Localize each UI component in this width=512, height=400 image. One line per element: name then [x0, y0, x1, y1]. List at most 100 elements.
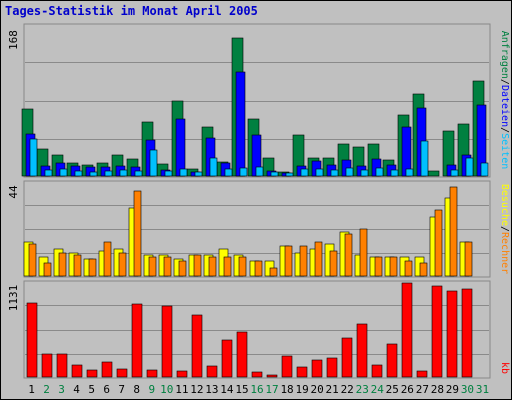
right-label-part: kb	[499, 362, 510, 374]
x-tick-label-day-19: 19	[295, 383, 308, 396]
bar-kb-day-17	[266, 374, 278, 378]
bar-kb-day-15	[236, 331, 248, 378]
right-label-part: Besuche	[499, 184, 510, 226]
x-tick-label-day-17: 17	[265, 383, 278, 396]
bar-rechner-day-24	[374, 256, 383, 277]
x-tick-label-day-18: 18	[280, 383, 293, 396]
bar-seiten-day-27	[420, 140, 429, 177]
x-tick-label-day-11: 11	[175, 383, 188, 396]
bar-dateien-day-26	[401, 126, 412, 177]
right-label-kb: kb	[499, 362, 510, 374]
bar-rechner-day-5	[88, 258, 97, 277]
right-label-part: Dateien	[499, 85, 510, 127]
x-tick-label-day-8: 8	[133, 383, 140, 396]
bar-kb-day-11	[176, 370, 188, 378]
bar-seiten-day-19	[300, 168, 309, 177]
bar-seiten-day-21	[330, 169, 339, 177]
bar-dateien-day-11	[175, 118, 186, 177]
right-label-besuche-rechner: Besuche/Rechner	[499, 184, 510, 274]
x-tick-label-day-20: 20	[311, 383, 324, 396]
right-label-part: Seiten	[499, 133, 510, 169]
bar-rechner-day-7	[118, 252, 127, 277]
bar-rechner-day-4	[73, 254, 82, 277]
bar-seiten-day-25	[390, 169, 399, 177]
panel-middle-bars	[23, 186, 473, 277]
right-label-part: /	[499, 226, 510, 232]
x-tick-label-day-24: 24	[371, 383, 385, 396]
bar-kb-day-20	[311, 359, 323, 378]
x-tick-label-day-13: 13	[205, 383, 218, 396]
bar-seiten-day-3	[59, 168, 68, 177]
bar-seiten-day-16	[255, 166, 264, 177]
bar-kb-day-16	[251, 371, 263, 378]
bar-rechner-day-3	[58, 252, 67, 277]
bar-rechner-day-13	[208, 256, 217, 277]
bar-anfragen-day-28	[427, 170, 440, 177]
bar-kb-day-7	[116, 368, 128, 378]
bar-rechner-day-15	[238, 256, 247, 277]
bar-seiten-day-30	[465, 157, 474, 177]
bar-seiten-day-13	[209, 157, 218, 177]
bar-kb-day-1	[26, 302, 38, 378]
bar-rechner-day-23	[359, 228, 368, 277]
bar-rechner-day-9	[148, 256, 157, 277]
bar-kb-day-9	[146, 369, 158, 378]
bar-seiten-day-29	[450, 169, 459, 177]
right-label-part: Rechner	[499, 232, 510, 274]
x-tick-label-day-10: 10	[160, 383, 173, 396]
bar-kb-day-2	[41, 353, 53, 378]
x-tick-label-day-21: 21	[326, 383, 339, 396]
bar-rechner-day-10	[163, 256, 172, 277]
x-tick-label-day-16: 16	[250, 383, 263, 396]
bar-seiten-day-8	[134, 170, 143, 177]
x-tick-label-day-5: 5	[88, 383, 95, 396]
x-tick-label-day-15: 15	[235, 383, 248, 396]
bar-kb-day-22	[341, 337, 353, 378]
x-tick-label-day-27: 27	[416, 383, 429, 396]
bar-rechner-day-17	[269, 267, 278, 277]
bar-seiten-day-31	[480, 162, 489, 177]
x-tick-label-day-6: 6	[103, 383, 110, 396]
x-tick-label-day-30: 30	[461, 383, 474, 396]
bar-kb-day-5	[86, 369, 98, 378]
x-tick-label-day-12: 12	[190, 383, 203, 396]
bar-rechner-day-30	[464, 241, 473, 277]
bar-rechner-day-16	[254, 260, 263, 277]
bar-rechner-day-14	[223, 256, 232, 277]
chart-title: Tages-Statistik im Monat April 2005	[5, 4, 258, 18]
bar-kb-day-29	[446, 290, 458, 378]
right-label-part: /	[499, 127, 510, 133]
bar-kb-day-13	[206, 365, 218, 378]
bar-kb-day-27	[416, 370, 428, 378]
bar-kb-day-30	[461, 288, 473, 378]
bar-kb-day-23	[356, 323, 368, 378]
bar-seiten-day-20	[315, 168, 324, 177]
x-tick-label-day-1: 1	[28, 383, 35, 396]
panel-bottom-bars	[26, 282, 473, 378]
bar-kb-day-8	[131, 303, 143, 378]
x-axis-labels: 1 2 3 4 5 6 7 8 9 10 11 12 13 14 15 16 17 18 19 20 21 22 23 24 2…	[28, 383, 489, 396]
bar-seiten-day-7	[119, 169, 128, 177]
x-tick-label-day-28: 28	[431, 383, 444, 396]
bar-seiten-day-10	[164, 170, 173, 177]
panel-middle-ymax-label: 44	[7, 185, 20, 199]
x-tick-label-day-3: 3	[58, 383, 65, 396]
bar-kb-day-14	[221, 339, 233, 378]
bar-kb-day-10	[161, 305, 173, 378]
bar-rechner-day-6	[103, 241, 112, 277]
x-tick-label-day-7: 7	[118, 383, 125, 396]
bar-rechner-day-20	[314, 241, 323, 277]
bar-rechner-day-21	[329, 250, 338, 277]
bar-rechner-day-11	[178, 260, 187, 277]
bar-seiten-day-24	[375, 167, 384, 177]
bar-rechner-day-28	[434, 209, 443, 277]
bar-seiten-day-5	[89, 171, 98, 177]
bar-seiten-day-17	[270, 171, 279, 177]
bar-seiten-day-14	[224, 168, 233, 177]
bar-seiten-day-22	[345, 167, 354, 177]
bar-rechner-day-8	[133, 190, 142, 277]
bar-rechner-day-19	[299, 245, 308, 277]
bar-rechner-day-26	[404, 260, 413, 277]
x-tick-label-day-22: 22	[341, 383, 354, 396]
